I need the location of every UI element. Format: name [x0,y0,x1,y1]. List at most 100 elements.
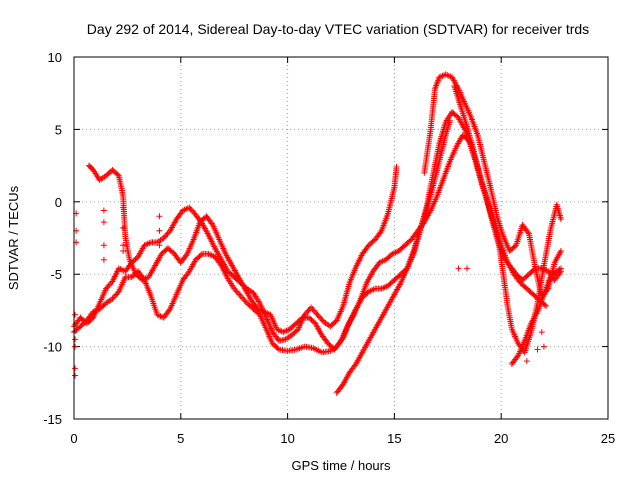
data-point [114,290,121,297]
data-point [100,219,107,226]
data-point [109,295,116,302]
series-track-g [508,265,565,367]
chart-title: Day 292 of 2014, Sidereal Day-to-day VTE… [87,21,589,37]
data-point [309,305,316,312]
data-point [455,265,462,272]
data-point [166,307,173,314]
data-point [163,232,170,239]
x-tick-labels: 0 5 10 15 20 25 [70,431,615,446]
data-point [319,317,326,324]
data-point [161,233,168,240]
data-point [164,230,171,237]
y-axis-label: SDTVAR / TECUs [6,185,21,290]
data-point [208,220,215,227]
data-point [317,314,324,321]
data-point [305,307,312,314]
data-point [183,252,190,259]
data-point [185,269,192,276]
x-tick-label: 0 [70,431,77,446]
data-point [351,362,358,369]
y-tick-label: -10 [43,340,62,355]
data-point [241,297,248,304]
series-track-f [451,82,565,356]
data-point [524,229,531,236]
data-point [235,290,242,297]
data-point [313,310,320,317]
data-point [558,265,565,272]
data-point [238,294,245,301]
series-track-b [71,109,565,356]
data-point [156,227,163,234]
data-point [393,164,400,171]
data-point [186,204,193,211]
data-point [110,294,117,301]
data-point [105,282,112,289]
data-point [318,316,325,323]
data-point [540,343,547,350]
data-point [100,207,107,214]
data-point [160,235,167,241]
series-spikes [72,204,547,379]
data-point [558,248,565,255]
plot-area [71,71,565,396]
data-point [156,242,163,249]
data-point [72,365,79,372]
data-point [120,242,127,249]
data-point [556,266,563,273]
data-point [274,345,281,352]
data-point [104,284,111,291]
data-point [236,291,243,298]
x-axis-label: GPS time / hours [292,458,391,473]
data-point [233,288,240,295]
data-point [232,287,239,294]
data-point [231,285,238,292]
data-point [514,353,521,360]
data-point [113,291,120,298]
x-tick-label: 20 [494,431,508,446]
data-point [240,295,247,302]
data-point [156,213,163,220]
data-point [464,265,471,272]
data-point [339,382,346,389]
y-tick-label: 10 [48,50,62,65]
x-tick-label: 25 [601,431,615,446]
data-point [112,292,119,299]
data-point [103,285,110,292]
data-point [274,336,281,343]
data-point [336,339,343,346]
data-point [217,261,224,268]
data-point [120,224,127,231]
data-point [311,308,318,315]
data-point [377,229,384,236]
data-point [72,343,79,350]
plot-frame [73,56,609,420]
data-point [308,304,315,311]
data-point [120,248,127,255]
data-point [534,346,541,353]
series-track-d [333,117,453,396]
x-tick-label: 5 [177,431,184,446]
y-tick-labels: -15 -10 -5 0 5 10 [43,50,62,427]
y-tick-label: -5 [50,267,62,282]
y-tick-label: -15 [43,412,62,427]
data-point [108,279,115,286]
data-point [114,171,121,178]
data-point [304,308,311,315]
data-point [106,281,113,288]
data-point [72,372,79,379]
data-point [197,252,204,259]
data-point [72,336,79,343]
data-point [511,243,518,250]
data-point [188,207,195,214]
y-tick-label: 0 [55,195,62,210]
data-point [538,329,545,336]
data-point [100,242,107,249]
data-point [298,315,305,322]
data-point [315,313,322,320]
y-tick-label: 5 [55,122,62,137]
data-point [446,117,453,124]
data-point [120,204,127,211]
x-tick-label: 15 [387,431,401,446]
data-point [543,303,550,310]
